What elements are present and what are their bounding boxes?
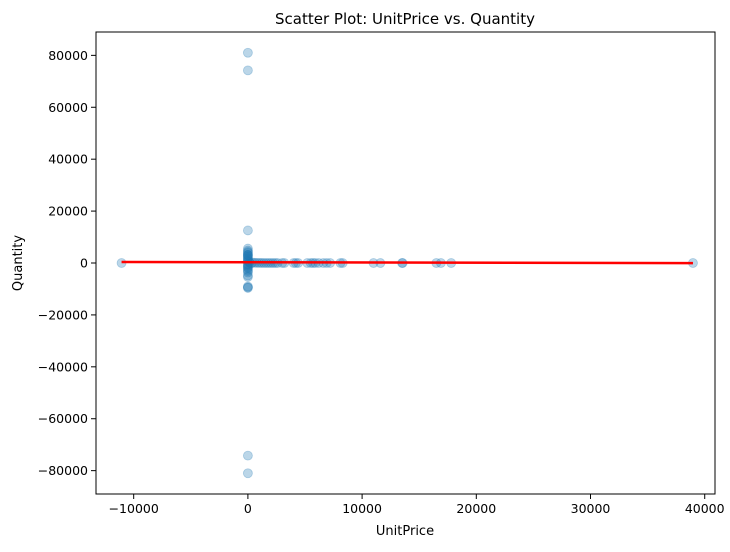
y-tick-label: −40000 [38,359,88,374]
y-tick-label: −20000 [38,307,88,322]
chart-title: Scatter Plot: UnitPrice vs. Quantity [275,10,535,28]
x-tick-label: 30000 [571,501,611,516]
x-tick-label: 40000 [685,501,725,516]
y-tick-label: −60000 [38,411,88,426]
y-tick-label: 80000 [48,48,88,63]
y-tick-label: −80000 [38,463,88,478]
data-point [242,250,253,261]
data-point [242,282,253,293]
x-tick-label: −10000 [109,501,159,516]
data-point [242,245,253,256]
y-axis-label: Quantity [11,235,26,291]
data-point [242,250,253,260]
data-point [242,468,253,479]
data-point [242,65,253,76]
data-point [242,247,253,258]
line-layer [121,260,693,265]
data-point [242,270,253,281]
data-point [242,281,253,292]
x-tick-label: 10000 [342,501,382,516]
data-point [242,283,253,293]
regression-line [121,260,693,265]
data-point [242,246,253,257]
y-tick-label: 20000 [48,204,88,219]
x-tick-label: 0 [244,501,252,516]
data-point [242,263,253,274]
data-point [242,264,253,275]
y-tick-label: 40000 [48,152,88,167]
x-axis-label: UnitPrice [376,524,434,539]
data-point [242,47,253,58]
x-axis-ticks: −10000 0 10000 20000 30000 40000 [109,494,725,516]
data-point [242,266,253,276]
plot-frame [95,31,716,495]
y-axis-ticks: −80000 −60000 −40000 −20000 0 20000 40000 60000… [38,48,96,478]
x-tick-label: 20000 [456,501,496,516]
data-point [242,249,253,260]
data-point [242,450,253,461]
data-point [242,243,253,254]
y-tick-label: 0 [80,256,88,271]
data-point [242,225,253,236]
data-point [242,267,253,278]
data-point [242,272,253,282]
y-tick-label: 60000 [48,100,88,115]
